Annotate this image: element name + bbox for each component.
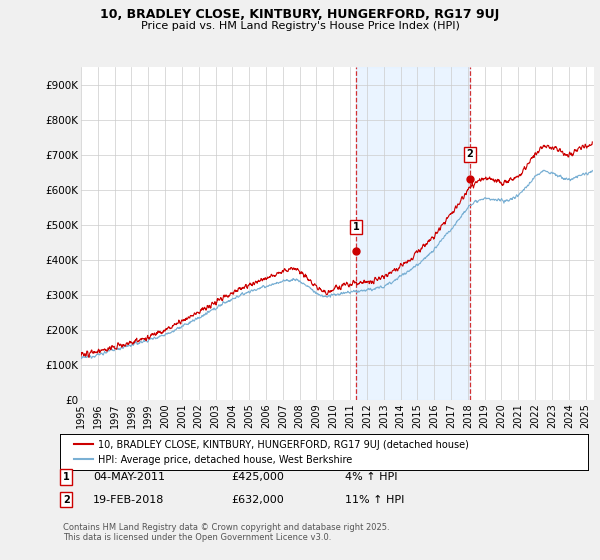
Text: 2: 2: [466, 150, 473, 160]
Text: 4% ↑ HPI: 4% ↑ HPI: [345, 472, 398, 482]
Text: Contains HM Land Registry data © Crown copyright and database right 2025.
This d: Contains HM Land Registry data © Crown c…: [63, 523, 389, 543]
Text: 1: 1: [63, 472, 70, 482]
Text: 10, BRADLEY CLOSE, KINTBURY, HUNGERFORD, RG17 9UJ: 10, BRADLEY CLOSE, KINTBURY, HUNGERFORD,…: [100, 8, 500, 21]
Legend: 10, BRADLEY CLOSE, KINTBURY, HUNGERFORD, RG17 9UJ (detached house), HPI: Average: 10, BRADLEY CLOSE, KINTBURY, HUNGERFORD,…: [70, 436, 473, 469]
Text: £632,000: £632,000: [231, 494, 284, 505]
Text: Price paid vs. HM Land Registry's House Price Index (HPI): Price paid vs. HM Land Registry's House …: [140, 21, 460, 31]
Text: 19-FEB-2018: 19-FEB-2018: [93, 494, 164, 505]
Text: 2: 2: [63, 494, 70, 505]
Bar: [356, 67, 470, 400]
Text: 04-MAY-2011: 04-MAY-2011: [93, 472, 165, 482]
Text: £425,000: £425,000: [231, 472, 284, 482]
Text: 1: 1: [352, 222, 359, 232]
Text: 11% ↑ HPI: 11% ↑ HPI: [345, 494, 404, 505]
